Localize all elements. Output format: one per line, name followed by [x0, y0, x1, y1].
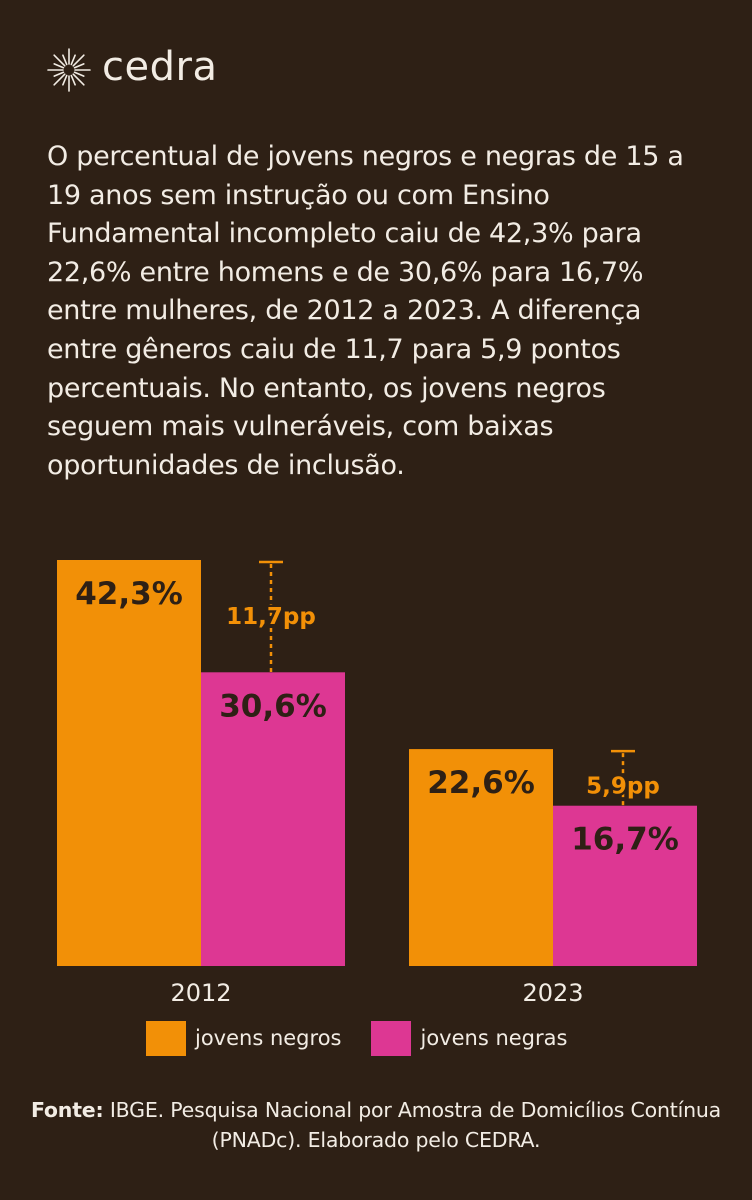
- gap-label-2023: 5,9pp: [586, 773, 660, 799]
- gap-label-2012: 11,7pp: [226, 604, 316, 630]
- bar-label-negros-2012: 42,3%: [75, 576, 183, 612]
- category-label-2012: 2012: [170, 979, 231, 1007]
- bar-label-negras-2023: 16,7%: [571, 822, 679, 858]
- legend-item-negras: jovens negras: [371, 1020, 568, 1056]
- sunburst-ray: [72, 54, 85, 67]
- brand-logo: cedra: [46, 44, 217, 96]
- sunburst-ray: [53, 63, 65, 69]
- sunburst-ray: [62, 54, 68, 66]
- legend-swatch-negras: [371, 1020, 412, 1056]
- bar-label-negros-2023: 22,6%: [427, 765, 535, 801]
- legend-swatch-negros: [146, 1020, 186, 1056]
- sunburst-ray: [53, 73, 66, 86]
- legend-label-negras: jovens negras: [420, 1026, 568, 1050]
- bar-label-negras-2012: 30,6%: [219, 688, 327, 724]
- brand-name: cedra: [102, 44, 218, 90]
- sunburst-ray: [70, 74, 76, 86]
- sunburst-ray: [73, 63, 85, 69]
- sunburst-ray: [73, 71, 85, 77]
- category-label-2023: 2023: [522, 979, 583, 1007]
- sunburst-icon: [47, 48, 91, 92]
- sunburst-ray: [70, 54, 76, 66]
- source-note: Fonte: IBGE. Pesquisa Nacional por Amost…: [0, 1095, 752, 1155]
- sunburst-ray: [53, 54, 66, 67]
- legend-item-negros: jovens negros: [146, 1020, 342, 1056]
- legend: jovens negros jovens negras: [146, 1020, 597, 1056]
- bar-negros-2012: [57, 560, 201, 966]
- bar-negros-2023: [409, 749, 553, 966]
- sunburst-ray: [62, 74, 68, 86]
- source-label: Fonte:: [30, 1098, 104, 1122]
- bar-negras-2012: [201, 672, 345, 966]
- sunburst-ray: [53, 71, 65, 77]
- bar-negras-2023: [553, 805, 697, 966]
- intro-text: O percentual de jovens negros e negras d…: [47, 141, 684, 481]
- legend-label-negros: jovens negros: [195, 1026, 342, 1050]
- source-text: IBGE. Pesquisa Nacional por Amostra de D…: [103, 1098, 722, 1152]
- bar-chart: 42,3% 30,6% 11,7pp 2012 22,6% 16,7% 5,9pp 2023: [57, 560, 697, 1007]
- sunburst-ray: [72, 73, 85, 86]
